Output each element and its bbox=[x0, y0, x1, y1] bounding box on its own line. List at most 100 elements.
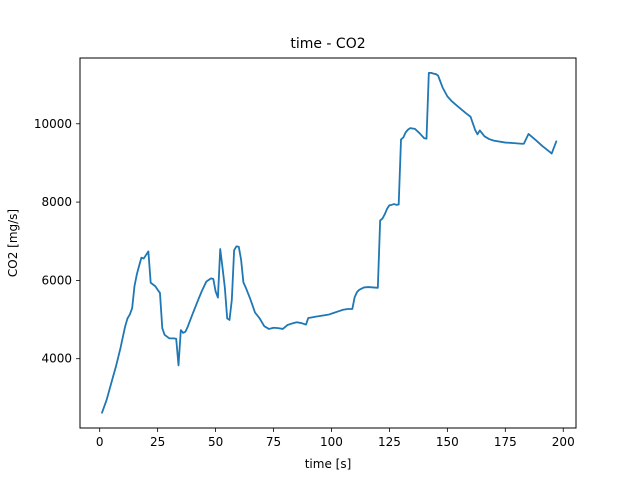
data-point bbox=[192, 314, 193, 315]
data-point bbox=[210, 278, 211, 279]
data-point bbox=[405, 132, 406, 133]
data-point bbox=[461, 109, 462, 110]
series-line bbox=[101, 71, 558, 414]
data-point bbox=[426, 138, 427, 139]
data-point bbox=[400, 139, 401, 140]
x-tick-label: 25 bbox=[150, 435, 165, 449]
data-point bbox=[319, 315, 320, 316]
y-axis-ticks: 4000 6000 8000 10000 bbox=[34, 117, 80, 366]
data-point bbox=[549, 151, 550, 152]
data-point bbox=[359, 289, 360, 290]
x-tick-label: 125 bbox=[378, 435, 401, 449]
data-point bbox=[310, 317, 311, 318]
data-point bbox=[145, 254, 146, 255]
data-point bbox=[551, 153, 552, 154]
data-point bbox=[338, 311, 339, 312]
data-point bbox=[493, 140, 494, 141]
data-point bbox=[243, 282, 244, 283]
data-point bbox=[155, 286, 156, 287]
data-point bbox=[419, 133, 420, 134]
axes-frame bbox=[79, 57, 577, 429]
data-point bbox=[183, 332, 184, 333]
data-point bbox=[431, 72, 432, 73]
data-point bbox=[141, 257, 142, 258]
data-point bbox=[373, 287, 374, 288]
data-point bbox=[115, 366, 116, 367]
data-point bbox=[139, 265, 140, 266]
data-point bbox=[164, 334, 165, 335]
data-point bbox=[470, 116, 471, 117]
data-point bbox=[217, 297, 218, 298]
y-tick-label: 10000 bbox=[34, 117, 72, 131]
data-point bbox=[185, 331, 186, 332]
data-point bbox=[475, 129, 476, 130]
data-point bbox=[556, 141, 557, 142]
data-point bbox=[122, 336, 123, 337]
data-point bbox=[282, 328, 283, 329]
x-tick-label: 50 bbox=[208, 435, 223, 449]
data-point bbox=[106, 399, 107, 400]
data-point bbox=[245, 287, 246, 288]
data-point bbox=[169, 338, 170, 339]
data-point bbox=[333, 312, 334, 313]
data-point bbox=[382, 218, 383, 219]
data-point bbox=[287, 324, 288, 325]
data-point bbox=[479, 130, 480, 131]
data-point bbox=[403, 137, 404, 138]
data-point bbox=[521, 143, 522, 144]
data-point bbox=[215, 291, 216, 292]
data-point bbox=[315, 316, 316, 317]
data-point bbox=[125, 326, 126, 327]
data-point bbox=[414, 128, 415, 129]
data-point bbox=[136, 274, 137, 275]
x-axis-label: time [s] bbox=[305, 457, 352, 471]
data-point bbox=[523, 143, 524, 144]
data-point bbox=[512, 142, 513, 143]
data-point bbox=[356, 292, 357, 293]
data-point bbox=[229, 319, 230, 320]
data-point bbox=[433, 73, 434, 74]
data-point bbox=[396, 204, 397, 205]
y-tick-label: 6000 bbox=[41, 273, 72, 287]
data-point bbox=[398, 204, 399, 205]
series-layer bbox=[101, 71, 558, 414]
data-point bbox=[201, 291, 202, 292]
data-point bbox=[428, 72, 429, 73]
data-point bbox=[238, 246, 239, 247]
data-point bbox=[234, 250, 235, 251]
data-point bbox=[387, 208, 388, 209]
data-point bbox=[173, 338, 174, 339]
data-point bbox=[227, 318, 228, 319]
x-tick-label: 150 bbox=[436, 435, 459, 449]
data-point bbox=[456, 105, 457, 106]
data-point bbox=[377, 287, 378, 288]
x-tick-label: 200 bbox=[552, 435, 575, 449]
data-point bbox=[296, 322, 297, 323]
data-point bbox=[224, 287, 225, 288]
data-point bbox=[196, 302, 197, 303]
data-point bbox=[535, 139, 536, 140]
data-point bbox=[329, 314, 330, 315]
data-point bbox=[222, 267, 223, 268]
data-point bbox=[393, 203, 394, 204]
data-point bbox=[435, 73, 436, 74]
chart-title: time - CO2 bbox=[290, 36, 365, 52]
data-point bbox=[127, 318, 128, 319]
data-point bbox=[451, 101, 452, 102]
x-tick-label: 175 bbox=[494, 435, 517, 449]
y-tick-label: 4000 bbox=[41, 352, 72, 366]
data-point bbox=[528, 133, 529, 134]
data-point bbox=[159, 292, 160, 293]
data-point bbox=[437, 75, 438, 76]
data-point bbox=[389, 205, 390, 206]
data-point bbox=[206, 281, 207, 282]
data-point bbox=[148, 251, 149, 252]
data-point bbox=[132, 308, 133, 309]
data-point bbox=[129, 314, 130, 315]
x-tick-label: 100 bbox=[320, 435, 343, 449]
data-point bbox=[324, 315, 325, 316]
data-point bbox=[447, 96, 448, 97]
data-point bbox=[542, 146, 543, 147]
data-point bbox=[465, 113, 466, 114]
data-point bbox=[291, 323, 292, 324]
